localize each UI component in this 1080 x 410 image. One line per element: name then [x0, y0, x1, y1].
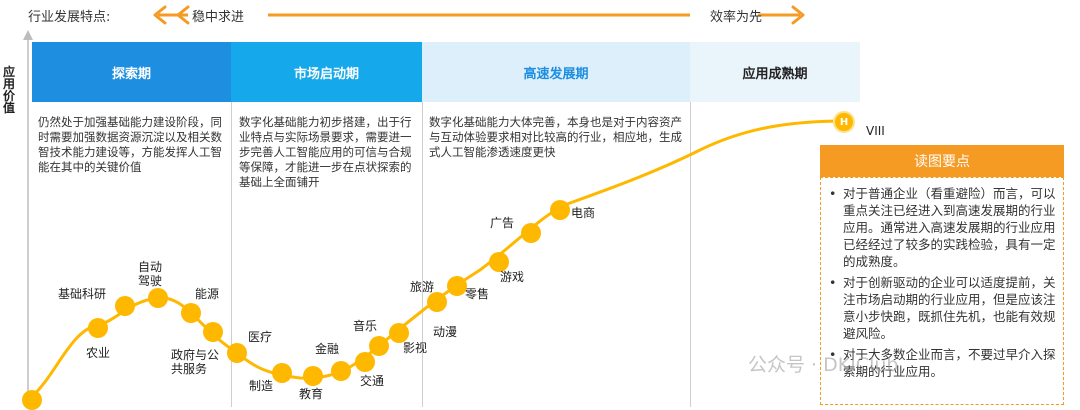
- y-axis: [23, 30, 33, 408]
- dot-games: [489, 252, 509, 272]
- steady-progress-text: 稳中求进: [192, 10, 245, 25]
- reading-point-item: • 对于创新驱动的企业可以适度提前，关注市场启动期的行业应用，但是应该注意小步快跑…: [829, 275, 1056, 341]
- dot-finance: [331, 361, 351, 381]
- dot-autonomous-driving: [148, 288, 168, 308]
- dot-advertising: [521, 223, 541, 243]
- dot-basic-research: [115, 296, 135, 316]
- reading-points-panel: • 对于普通企业（看重避险）而言，可以重点关注已经进入到高速发展期的行业应用。通常…: [820, 177, 1064, 405]
- phase-rapid-growth-desc: 数字化基础能力大体完善，本身也是对于内容资产与互动体验要求相对比较高的行业，相应…: [429, 115, 682, 159]
- industry-ecommerce: 电商: [571, 206, 596, 220]
- dot-ecommerce: [550, 200, 570, 220]
- industry-music: 音乐: [353, 319, 378, 333]
- left-arrowhead-icon: [153, 5, 167, 25]
- bullet-icon: •: [829, 186, 837, 201]
- industry-retail: 零售: [465, 287, 490, 301]
- phase-exploration: 探索期: [32, 42, 231, 102]
- industry-games: 游戏: [500, 270, 525, 284]
- phase-divider: [231, 102, 232, 407]
- phase-divider: [422, 102, 423, 407]
- efficiency-arrow: [153, 5, 805, 25]
- dot-manufacturing: [272, 363, 292, 383]
- y-axis-label: 应用价值: [3, 65, 16, 115]
- dot-film: [389, 323, 409, 343]
- industry-autonomous-driving: 自动驾驶: [138, 260, 163, 288]
- efficiency-first-text: 效率为先: [710, 10, 763, 25]
- phase-divider: [690, 102, 691, 407]
- industry-animation: 动漫: [433, 325, 458, 339]
- industry-advertising: 广告: [490, 216, 515, 230]
- industry-manufacturing: 制造: [249, 379, 274, 393]
- phase-market-launch: 市场启动期: [231, 42, 422, 102]
- curve-start-dot: [22, 390, 42, 410]
- dot-retail: [447, 276, 467, 296]
- reading-point-item: • 对于普通企业（看重避险）而言，可以重点关注已经进入到高速发展期的行业应用。通常…: [829, 186, 1056, 269]
- h-marker-icon: H: [833, 111, 855, 133]
- dot-music: [369, 336, 389, 356]
- right-arrowhead-icon: [791, 5, 805, 25]
- industry-government: 政府与公共服务: [171, 348, 220, 376]
- watermark: 公众号 · DKIClub: [748, 354, 899, 376]
- viii-label: VIII: [866, 124, 885, 138]
- industry-tourism: 旅游: [410, 280, 435, 294]
- dot-government: [203, 322, 223, 342]
- dot-energy: [181, 303, 201, 323]
- features-label: 行业发展特点:: [28, 10, 111, 25]
- industry-finance: 金融: [315, 342, 340, 356]
- industry-film: 影视: [403, 341, 428, 355]
- dot-transport: [355, 352, 375, 372]
- phase-market-launch-desc: 数字化基础能力初步搭建，出于行业特点与实际场景要求，需要进一步完善人工智能应用的…: [239, 115, 412, 189]
- dot-healthcare: [227, 343, 247, 363]
- dot-agriculture: [88, 318, 108, 338]
- phase-exploration-desc: 仍然处于加强基础能力建设阶段，同时需要加强数据资源沉淀以及相关数智技术能力建设等…: [38, 115, 222, 174]
- bullet-icon: •: [829, 275, 837, 290]
- bullet-icon: •: [829, 347, 837, 362]
- reading-points-title: 读图要点: [820, 145, 1064, 177]
- phase-maturity: 应用成熟期: [690, 42, 860, 102]
- industry-education: 教育: [299, 387, 324, 401]
- industry-healthcare: 医疗: [248, 330, 273, 344]
- industry-energy: 能源: [195, 287, 220, 301]
- dot-tourism: [427, 292, 447, 312]
- reading-point-item: • 对于大多数企业而言，不要过早介入探索期的行业应用。: [829, 347, 1056, 379]
- phase-rapid-growth: 高速发展期: [422, 42, 690, 102]
- dot-education: [303, 366, 323, 386]
- industry-agriculture: 农业: [86, 346, 111, 360]
- industry-transport: 交通: [360, 374, 385, 388]
- y-axis-arrow-icon: [23, 30, 33, 40]
- industry-basic-research: 基础科研: [58, 287, 107, 301]
